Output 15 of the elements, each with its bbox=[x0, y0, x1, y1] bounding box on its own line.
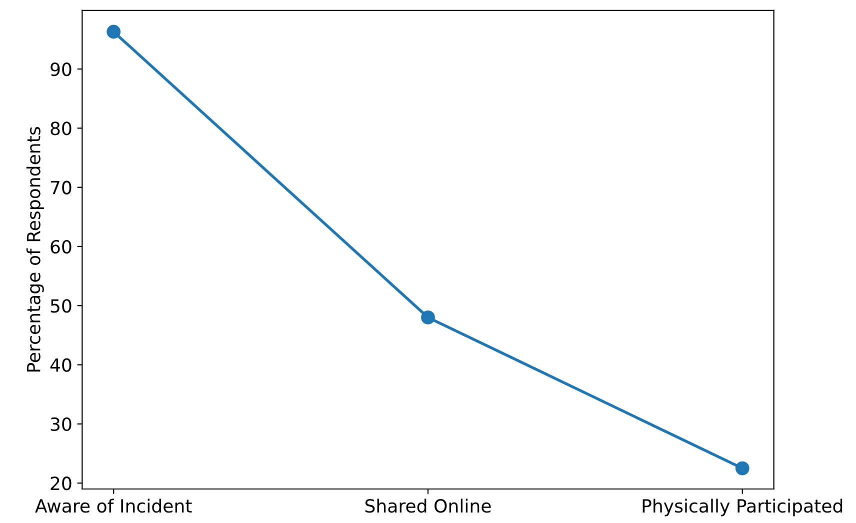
x-tick-label: Shared Online bbox=[365, 498, 491, 513]
point bbox=[735, 461, 750, 476]
y-tick-label: 50 bbox=[50, 299, 72, 313]
y-tick-label: 30 bbox=[50, 417, 72, 432]
y-axis-title: Percentage of Respondents bbox=[26, 127, 44, 372]
y-tick-label: 90 bbox=[50, 62, 72, 76]
y-tick-label: 80 bbox=[50, 122, 72, 136]
y-tick-label: 40 bbox=[50, 358, 72, 372]
x-tick-label: Aware of Incident bbox=[35, 498, 192, 513]
y-tick-label: 20 bbox=[50, 476, 72, 490]
point bbox=[421, 310, 435, 324]
y-tick-label: 60 bbox=[50, 240, 72, 254]
y-tick-label: 70 bbox=[50, 180, 72, 194]
point bbox=[106, 24, 121, 39]
x-tick-label: Physically Participated bbox=[642, 498, 842, 516]
